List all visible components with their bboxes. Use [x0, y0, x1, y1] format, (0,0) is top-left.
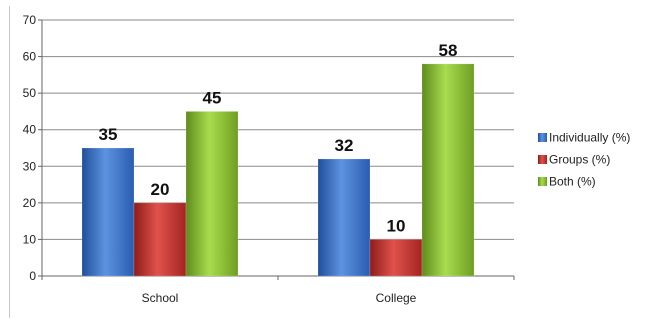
y-tick-label: 70	[23, 13, 37, 27]
legend-swatch	[538, 133, 547, 142]
bar	[317, 158, 371, 277]
y-tick-label: 0	[29, 269, 36, 283]
legend: Individually (%) Groups (%) Both (%)	[538, 131, 630, 189]
legend-label: Individually (%)	[549, 131, 630, 145]
legend-swatch	[538, 177, 547, 186]
y-tick-label: 60	[23, 50, 37, 64]
data-label: 10	[387, 216, 406, 235]
y-tick-label: 40	[23, 123, 37, 137]
bars	[81, 63, 475, 277]
legend-swatch	[538, 155, 547, 164]
data-label: 32	[335, 136, 354, 155]
legend-label: Both (%)	[549, 175, 596, 189]
y-tick-label: 20	[23, 196, 37, 210]
data-label: 35	[99, 125, 118, 144]
y-tick-label: 50	[23, 86, 37, 100]
data-label: 45	[203, 88, 222, 107]
data-label: 20	[151, 180, 170, 199]
y-tick-label: 10	[23, 232, 37, 246]
labels: School 35 20 45 College 32 10 58	[99, 41, 458, 305]
y-tick-label: 30	[23, 159, 37, 173]
bar	[133, 202, 187, 277]
x-tick-label: School	[142, 291, 179, 305]
bar	[81, 147, 135, 277]
bar	[369, 239, 423, 277]
data-label: 58	[439, 41, 458, 60]
bar	[421, 63, 475, 277]
bar	[185, 111, 239, 277]
legend-label: Groups (%)	[549, 153, 610, 167]
chart-frame-rule	[9, 6, 10, 318]
x-tick-label: College	[376, 291, 417, 305]
